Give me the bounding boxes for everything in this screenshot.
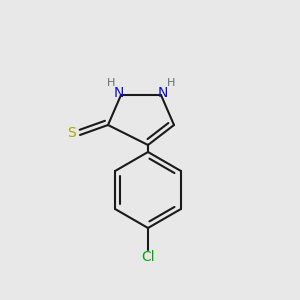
Text: H: H [167,78,175,88]
Text: N: N [158,86,168,100]
Text: Cl: Cl [141,250,155,264]
Text: N: N [114,86,124,100]
Text: S: S [68,126,76,140]
Text: H: H [107,78,115,88]
